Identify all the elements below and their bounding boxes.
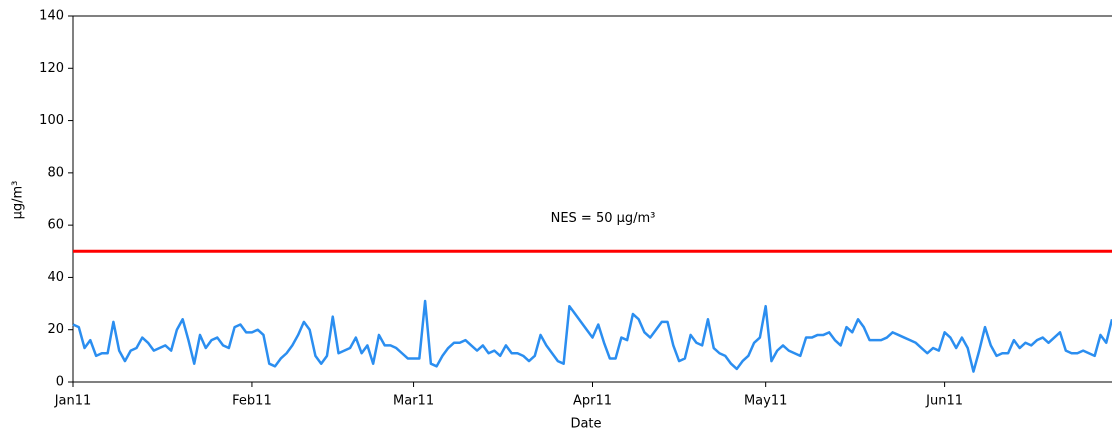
y-tick-label: 40 [47,270,64,285]
y-axis-label: µg/m³ [11,181,26,220]
x-tick-label: Mar11 [393,394,434,409]
data-line [72,299,1112,373]
y-tick-label: 0 [56,375,64,390]
x-tick-label: Jun11 [925,394,963,409]
y-tick-label: 120 [39,61,64,76]
threshold-label: NES = 50 µg/m³ [551,211,656,226]
y-tick-label: 20 [47,322,64,337]
x-tick-label: Apr11 [573,394,612,409]
x-tick-label: Feb11 [232,394,272,409]
x-tick-label: May11 [744,394,787,409]
y-tick-label: 60 [47,218,64,233]
y-tick-label: 100 [39,113,64,128]
x-tick-label: Jan11 [54,394,92,409]
x-axis-label: Date [570,417,601,432]
y-tick-label: 140 [39,9,64,24]
y-tick-label: 80 [47,165,64,180]
